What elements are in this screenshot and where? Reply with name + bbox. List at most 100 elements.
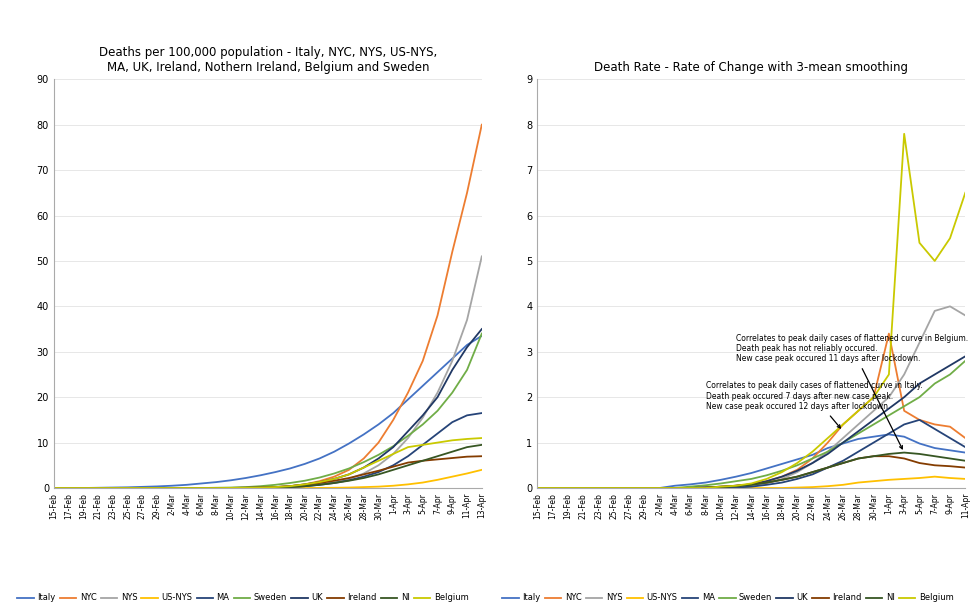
US-NYS (959, 475, 971, 483)
NYS (913, 339, 925, 346)
Italy (639, 484, 651, 492)
NYC (639, 484, 651, 492)
UK (270, 484, 281, 491)
NI (402, 462, 414, 469)
Line: Belgium: Belgium (54, 438, 482, 488)
Line: NYS: NYS (537, 306, 965, 488)
Belgium (402, 443, 414, 451)
NYC (807, 455, 818, 462)
MA (959, 443, 971, 451)
Belgium (715, 483, 727, 490)
NI (270, 484, 281, 491)
Italy (77, 484, 89, 492)
NYS (447, 357, 459, 365)
NYS (639, 484, 651, 492)
NYC (913, 416, 925, 423)
NYC (577, 484, 589, 492)
MA (669, 484, 681, 492)
MA (899, 421, 910, 428)
NYS (181, 484, 193, 492)
UK (372, 455, 384, 462)
MA (416, 441, 428, 448)
Line: US-NYS: US-NYS (537, 476, 965, 488)
Line: Italy: Italy (537, 434, 965, 488)
Italy (299, 461, 311, 468)
Sweden (593, 484, 605, 492)
NI (240, 484, 252, 492)
Belgium (746, 480, 758, 487)
Belgium (343, 471, 355, 478)
Ireland (314, 479, 325, 487)
NYS (225, 484, 237, 492)
Italy (623, 484, 635, 492)
MA (867, 439, 879, 447)
NYS (715, 484, 727, 492)
MA (822, 464, 834, 471)
Sweden (476, 330, 488, 337)
MA (270, 484, 281, 491)
Italy (654, 484, 665, 492)
Ireland (531, 484, 543, 492)
NYC (883, 330, 895, 337)
US-NYS (883, 476, 895, 484)
UK (531, 484, 543, 492)
NI (593, 484, 605, 492)
NI (577, 484, 589, 492)
MA (181, 484, 193, 492)
Italy (358, 431, 369, 438)
Ireland (270, 484, 281, 491)
MA (77, 484, 89, 492)
Sweden (343, 465, 355, 472)
Sweden (623, 484, 635, 492)
US-NYS (853, 479, 864, 486)
Italy (270, 468, 281, 476)
Sweden (416, 421, 428, 428)
Italy (822, 444, 834, 451)
Legend: Italy, NYC, NYS, US-NYS, MA, Sweden, UK, Ireland, NI, Belgium: Italy, NYC, NYS, US-NYS, MA, Sweden, UK,… (14, 590, 471, 606)
Ireland (547, 484, 559, 492)
NI (746, 481, 758, 489)
US-NYS (48, 484, 60, 492)
Ireland (730, 482, 742, 489)
Belgium (531, 484, 543, 492)
UK (284, 483, 296, 490)
NI (225, 484, 237, 492)
NYS (944, 303, 956, 310)
Belgium (255, 484, 267, 491)
Sweden (255, 483, 267, 490)
US-NYS (929, 473, 941, 480)
Italy (913, 440, 925, 447)
Sweden (462, 366, 473, 373)
US-NYS (107, 484, 119, 492)
NYS (431, 389, 443, 396)
NYC (462, 189, 473, 196)
NI (447, 448, 459, 455)
NYC (623, 484, 635, 492)
MA (343, 476, 355, 484)
Ireland (299, 481, 311, 489)
Italy (883, 431, 895, 438)
UK (107, 484, 119, 492)
NYC (166, 484, 177, 492)
MA (196, 484, 208, 492)
Ireland (358, 471, 369, 478)
Ireland (284, 483, 296, 490)
US-NYS (837, 481, 849, 489)
UK (822, 450, 834, 458)
MA (358, 473, 369, 480)
NYC (107, 484, 119, 492)
NYS (684, 484, 696, 492)
UK (240, 484, 252, 492)
NI (883, 450, 895, 458)
UK (122, 484, 133, 492)
UK (181, 484, 193, 492)
Ireland (791, 473, 803, 480)
NYS (959, 312, 971, 319)
Text: Correlates to peak daily cases of flattened curve in Italy.
Death peak occured 7: Correlates to peak daily cases of flatte… (706, 381, 922, 428)
US-NYS (63, 484, 74, 492)
US-NYS (151, 484, 163, 492)
NI (63, 484, 74, 492)
UK (63, 484, 74, 492)
NYC (669, 484, 681, 492)
Ireland (476, 453, 488, 460)
